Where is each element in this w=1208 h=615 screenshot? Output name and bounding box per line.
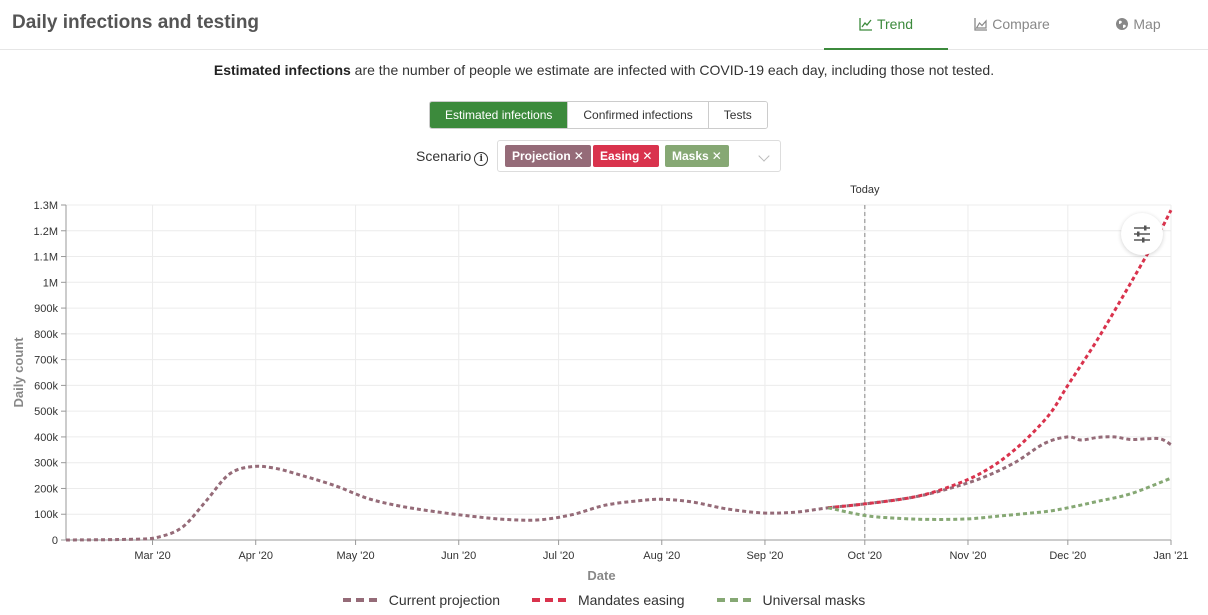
info-icon[interactable]: i	[474, 152, 489, 166]
x-tick-label: Aug '20	[643, 550, 680, 562]
confirmed-infections-button[interactable]: Confirmed infections	[567, 102, 708, 128]
series-current-projection	[65, 435, 1172, 542]
page-title: Daily infections and testing	[12, 12, 260, 33]
chip-label: Projection	[512, 149, 571, 163]
description-text: are the number of people we estimate are…	[350, 62, 995, 78]
y-tick-label: 800k	[34, 329, 58, 341]
area-chart-icon	[974, 18, 988, 31]
x-tick-label: Mar '20	[134, 550, 170, 562]
estimated-infections-button[interactable]: Estimated infections	[430, 102, 568, 128]
remove-chip-icon[interactable]: ✕	[573, 149, 584, 163]
x-tick-label: Oct '20	[848, 550, 883, 562]
legend-label: Mandates easing	[577, 592, 685, 608]
y-tick-label: 0	[52, 535, 58, 547]
globe-icon	[1116, 18, 1129, 30]
x-tick-label: Sep '20	[746, 550, 783, 562]
y-tick-label: 1.1M	[34, 252, 58, 264]
line-chart-icon	[859, 18, 872, 31]
scenario-label-text: Scenario	[416, 148, 472, 164]
tab-compare-label: Compare	[992, 16, 1050, 32]
y-tick-label: 1.2M	[34, 226, 58, 238]
legend-swatch	[716, 598, 751, 602]
sliders-icon	[1134, 225, 1150, 243]
chip-label: Masks	[672, 149, 709, 163]
legend-label: Universal masks	[762, 592, 866, 608]
x-tick-label: Jan '21	[1153, 550, 1188, 562]
remove-chip-icon[interactable]: ✕	[642, 149, 653, 163]
x-tick-label: May '20	[336, 550, 374, 562]
x-tick-label: Jun '20	[441, 550, 476, 562]
y-tick-label: 700k	[34, 355, 58, 367]
today-label: Today	[850, 184, 880, 196]
series-universal-masks	[827, 476, 1172, 521]
y-tick-label: 300k	[34, 458, 58, 470]
tab-compare[interactable]: Compare	[950, 0, 1074, 48]
metric-toggle: Estimated infections Confirmed infection…	[429, 101, 768, 129]
y-tick-label: 500k	[34, 406, 58, 418]
tab-map-label: Map	[1133, 16, 1161, 32]
x-tick-label: Apr '20	[238, 550, 273, 562]
scenario-select[interactable]: Projection ✕ Easing ✕ Masks ✕	[497, 140, 781, 172]
description-highlight: Estimated infections	[213, 62, 351, 78]
chevron-down-icon[interactable]	[758, 150, 770, 162]
legend-item-mandates-easing[interactable]: Mandates easing	[531, 592, 685, 608]
x-tick-label: Nov '20	[949, 550, 986, 562]
x-axis-title: Date	[587, 568, 615, 583]
scenario-label: Scenario i	[416, 148, 489, 166]
y-tick-label: 400k	[34, 432, 58, 444]
x-tick-label: Jul '20	[543, 550, 574, 562]
scenario-chip-easing: Easing ✕	[593, 145, 660, 167]
y-tick-label: 1.3M	[34, 200, 58, 212]
y-axis-title: Daily count	[11, 337, 26, 408]
infections-chart: 0 100k 200k 300k 400k 500k 600k 700k 800k 900k 1M 1…	[11, 184, 1189, 583]
x-tick-label: Dec '20	[1049, 550, 1086, 562]
tab-map[interactable]: Map	[1076, 0, 1200, 48]
y-tick-label: 100k	[34, 509, 58, 521]
chip-label: Easing	[600, 149, 640, 163]
chart-settings-button[interactable]	[1121, 213, 1163, 255]
page-header: Daily infections and testing Trend Compa…	[0, 0, 1208, 50]
y-tick-label: 900k	[34, 303, 58, 315]
scenario-chip-masks: Masks ✕	[665, 145, 729, 167]
metric-description: Estimated infections are the number of p…	[0, 62, 1208, 78]
legend-item-current-projection[interactable]: Current projection	[342, 592, 501, 608]
scenario-chip-projection: Projection ✕	[505, 145, 591, 167]
legend-label: Current projection	[388, 592, 501, 608]
y-tick-label: 1M	[43, 277, 58, 289]
y-tick-label: 200k	[34, 483, 58, 495]
tab-trend[interactable]: Trend	[824, 0, 948, 50]
legend-swatch	[342, 598, 377, 602]
legend-swatch	[531, 598, 566, 602]
y-tick-label: 600k	[34, 380, 58, 392]
series-mandates-easing	[828, 209, 1173, 510]
tab-trend-label: Trend	[876, 16, 914, 32]
remove-chip-icon[interactable]: ✕	[711, 149, 722, 163]
tests-button[interactable]: Tests	[707, 102, 767, 128]
chart-legend: Current projection Mandates easing Unive…	[0, 592, 1208, 608]
legend-item-universal-masks[interactable]: Universal masks	[716, 592, 866, 608]
